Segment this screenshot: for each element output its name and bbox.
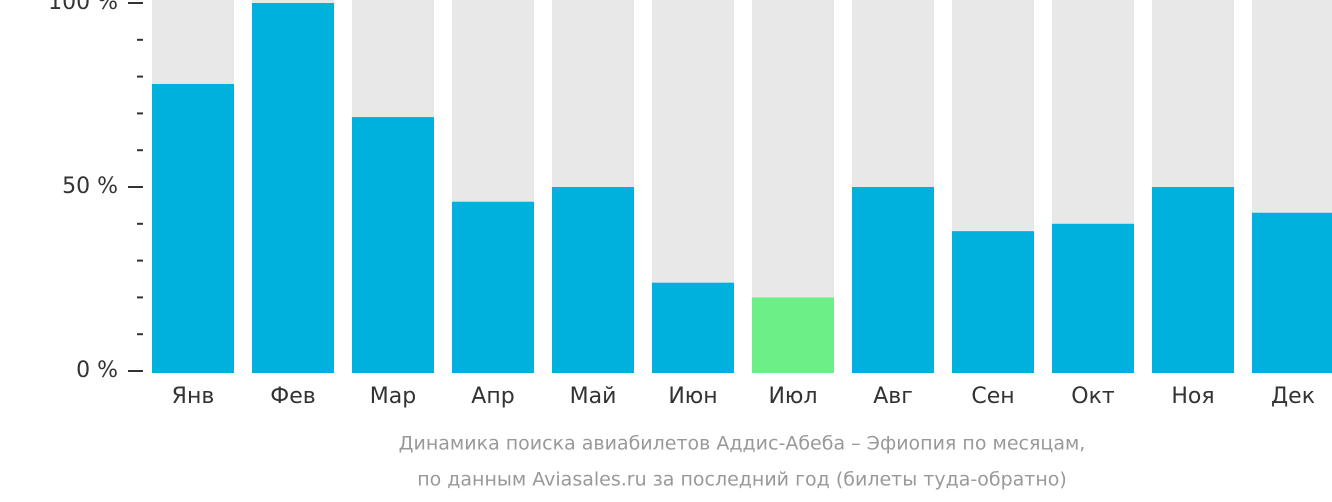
bar <box>252 3 334 373</box>
y-tick-label: 100 % <box>48 0 118 15</box>
y-tick-label: 0 % <box>76 358 118 383</box>
x-tick-label: Авг <box>873 384 913 409</box>
caption: по данным Aviasales.ru за последний год … <box>417 469 1067 491</box>
bar <box>652 282 734 373</box>
x-tick-label: Сен <box>971 384 1014 409</box>
bar <box>452 201 534 373</box>
x-tick-label: Мар <box>370 384 416 409</box>
bar <box>852 187 934 373</box>
bar <box>952 231 1034 373</box>
bar <box>1252 212 1332 373</box>
x-tick-label: Янв <box>172 384 215 409</box>
bar <box>352 117 434 373</box>
caption: Динамика поиска авиабилетов Аддис-Абеба … <box>399 433 1086 455</box>
x-tick-label: Апр <box>471 384 514 409</box>
x-tick-label: Май <box>570 384 617 409</box>
x-tick-label: Июл <box>768 384 817 409</box>
bar <box>1052 223 1134 373</box>
x-tick-label: Дек <box>1271 384 1315 409</box>
x-tick-label: Ноя <box>1171 384 1214 409</box>
bar <box>752 297 834 373</box>
bar <box>152 83 234 374</box>
x-tick-label: Фев <box>270 384 315 409</box>
bar <box>552 187 634 373</box>
x-tick-label: Окт <box>1071 384 1115 409</box>
x-tick-label: Июн <box>668 384 717 409</box>
bar <box>1152 187 1234 373</box>
y-tick-label: 50 % <box>62 174 118 199</box>
